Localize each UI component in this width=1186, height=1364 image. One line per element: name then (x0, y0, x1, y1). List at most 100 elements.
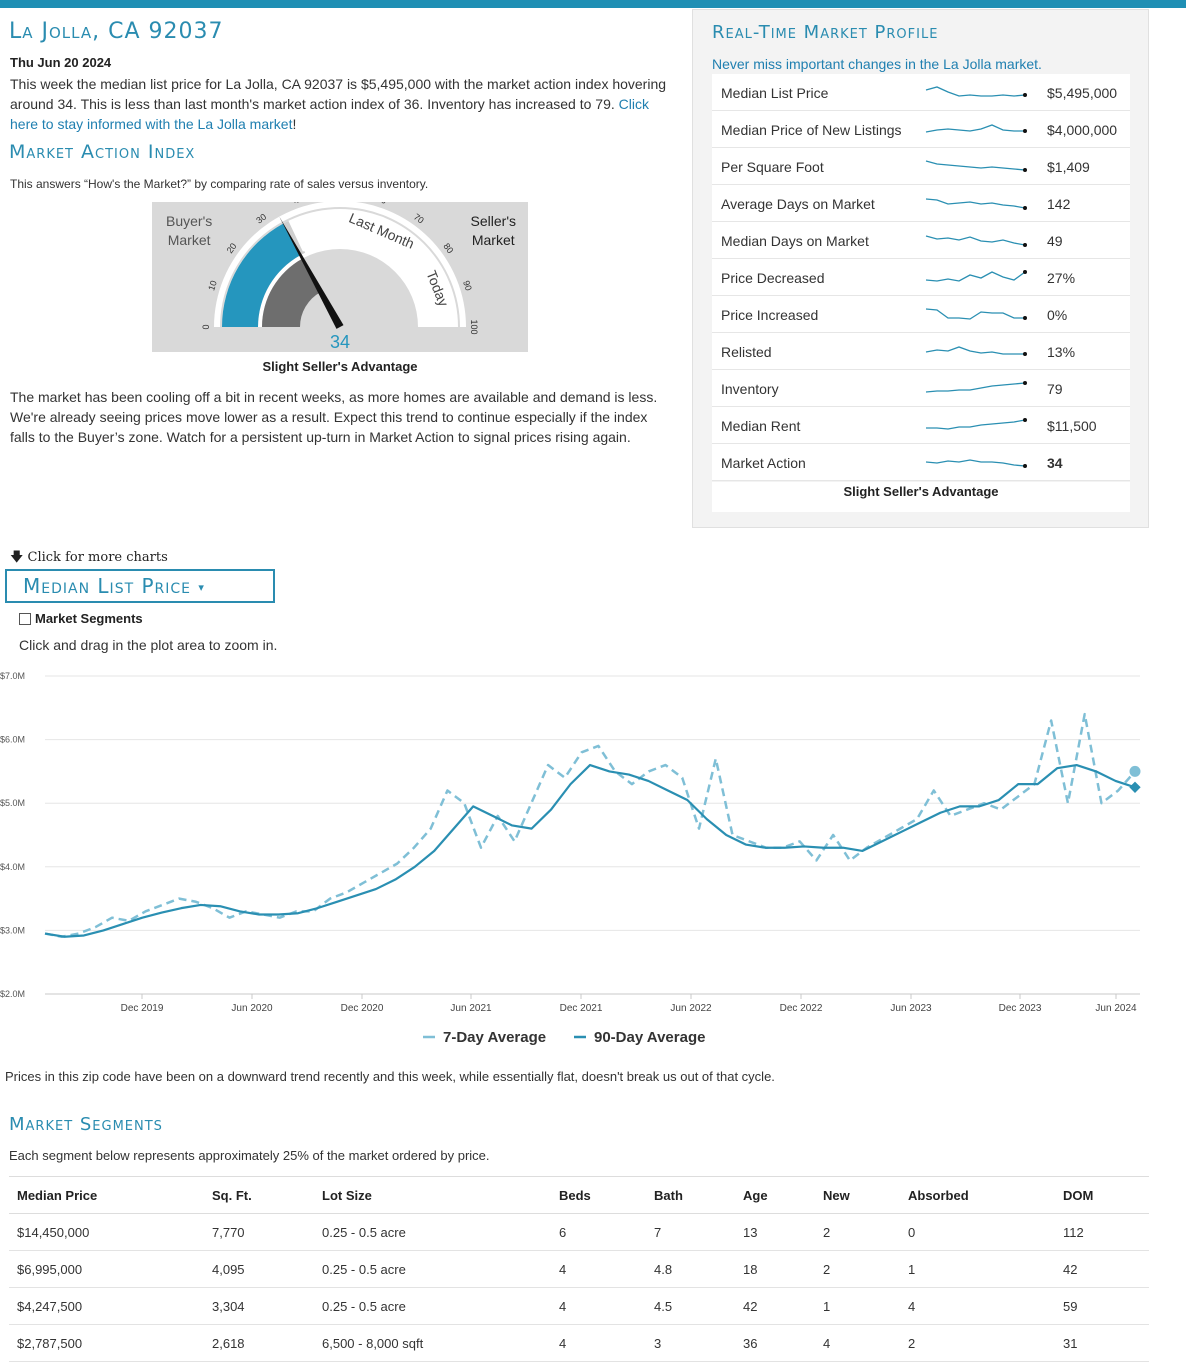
table-cell: 0 (900, 1213, 1055, 1251)
gauge-needle (279, 216, 344, 329)
market-segments-label: Market Segments (35, 611, 143, 626)
gauge-tick-label: 80 (441, 241, 455, 255)
caret-down-icon: ▾ (198, 581, 205, 594)
segments-column-header: Lot Size (314, 1176, 551, 1214)
profile-subtitle[interactable]: Never miss important changes in the La J… (712, 56, 1042, 72)
table-cell: 6 (551, 1213, 646, 1251)
profile-row-label: Average Days on Market (721, 196, 875, 212)
chart-select-dropdown[interactable]: Median List Price ▾ (5, 569, 275, 603)
profile-row-label: Price Decreased (721, 270, 825, 286)
table-cell: 0.25 - 0.5 acre (314, 1250, 551, 1288)
chart-x-tick-label: Dec 2021 (560, 1003, 603, 1014)
more-charts-toggle[interactable]: 🡇 Click for more charts (10, 548, 168, 570)
profile-row[interactable]: Market Action 34 (712, 444, 1130, 481)
sparkline-icon (925, 86, 1027, 97)
segments-column-header: New (815, 1176, 900, 1214)
segments-description: Each segment below represents approximat… (9, 1148, 490, 1163)
profile-row[interactable]: Per Square Foot $1,409 (712, 148, 1130, 185)
chart-note: Prices in this zip code have been on a d… (5, 1069, 775, 1084)
gauge-tick-label: 10 (206, 279, 219, 292)
table-cell: 4 (551, 1250, 646, 1288)
chart-y-tick-label: $6.0M (0, 735, 25, 745)
table-cell: 4 (900, 1287, 1055, 1325)
gauge-last-month-marker (288, 219, 306, 252)
table-cell: $2,787,500 (9, 1324, 204, 1362)
series-90-day-endpoint[interactable] (1129, 781, 1141, 793)
gauge-caption: Slight Seller's Advantage (262, 359, 418, 374)
series-7-day-line (44, 712, 1136, 939)
sparkline-icon (925, 124, 1027, 133)
chart-x-tick-label: Dec 2019 (121, 1003, 164, 1014)
profile-row-value: $1,409 (1047, 159, 1090, 175)
profile-row[interactable]: Median Price of New Listings $4,000,000 (712, 111, 1130, 148)
profile-row-value: 0% (1047, 307, 1068, 323)
summary-text: This week the median list price for La J… (10, 76, 667, 112)
segments-table: Median Price Sq. Ft. Lot Size Beds Bath Age Ne… (9, 1176, 1149, 1362)
profile-table: Median List Price $5,495,000 Median Price … (712, 74, 1130, 481)
segments-column-header: Median Price (9, 1176, 204, 1214)
gauge-tick-label: 100 (469, 319, 479, 334)
market-profile-panel: Real-Time Market Profile Never miss impo… (692, 9, 1149, 528)
legend-item[interactable]: 7-Day Average (443, 1029, 546, 1046)
sparkline-icon (925, 346, 1027, 356)
profile-row[interactable]: Average Days on Market 142 (712, 185, 1130, 222)
market-action-gauge: 0102030405060708090100Last MonthToday34 … (152, 202, 528, 352)
profile-row-label: Market Action (721, 455, 806, 471)
market-outlook: The market has been cooling off a bit in… (10, 389, 658, 445)
sparkline-icon (925, 235, 1027, 247)
gauge-tick-label: 30 (254, 212, 268, 226)
profile-row[interactable]: Median List Price $5,495,000 (712, 74, 1130, 111)
segments-column-header: Beds (551, 1176, 646, 1214)
table-cell: 2 (815, 1250, 900, 1288)
checkbox-box[interactable] (19, 612, 31, 625)
profile-row[interactable]: Price Decreased 27% (712, 259, 1130, 296)
table-cell: 2 (900, 1324, 1055, 1362)
profile-row-label: Inventory (721, 381, 779, 397)
buyers-market-label: Buyer's Market (166, 212, 212, 250)
median-list-price-chart[interactable]: $7.0M $6.0M $5.0M $4.0M $3.0M $2.0M Dec 2019 Ju… (0, 665, 1186, 1055)
table-cell: 42 (1055, 1250, 1149, 1288)
legend-item[interactable]: 90-Day Average (594, 1029, 705, 1046)
profile-row-label: Relisted (721, 344, 772, 360)
profile-row[interactable]: Median Days on Market 49 (712, 222, 1130, 259)
market-segments-checkbox[interactable]: Market Segments (19, 611, 143, 626)
profile-row-value: 34 (1047, 455, 1063, 471)
buyers-label-line1: Buyer's (166, 213, 213, 229)
chart-x-tick-label: Jun 2023 (890, 1003, 932, 1014)
segments-body: $14,450,000 7,770 0.25 - 0.5 acre 6 7 13 2 0 112… (9, 1213, 1149, 1362)
segments-column-header: Absorbed (900, 1176, 1055, 1214)
sparkline-icon (925, 270, 1027, 282)
gauge-inner-band (262, 258, 321, 327)
stay-informed-link[interactable]: Click here to stay informed with the La … (10, 96, 649, 132)
profile-row-label: Median Rent (721, 418, 801, 434)
segments-column-header: DOM (1055, 1176, 1149, 1214)
table-cell: 59 (1055, 1287, 1149, 1325)
table-row: $6,995,000 4,095 0.25 - 0.5 acre 4 4.8 18 2 1 42 (9, 1250, 1149, 1288)
profile-row-label: Price Increased (721, 307, 819, 323)
table-cell: 0.25 - 0.5 acre (314, 1213, 551, 1251)
series-7-day-endpoint[interactable] (1129, 765, 1141, 777)
table-cell: 112 (1055, 1213, 1149, 1251)
chart-x-tick-label: Jun 2024 (1095, 1003, 1137, 1014)
gauge-today-band (222, 223, 301, 327)
top-accent-bar (0, 0, 1186, 8)
sparkline-icon (926, 418, 1027, 430)
table-cell: 3 (646, 1324, 735, 1362)
table-cell: 1 (815, 1287, 900, 1325)
profile-row[interactable]: Price Increased 0% (712, 296, 1130, 333)
chart-y-tick-label: $2.0M (0, 989, 25, 999)
table-cell: 4 (815, 1324, 900, 1362)
table-cell: $14,450,000 (9, 1213, 204, 1251)
sellers-label-line2: Market (471, 232, 515, 248)
table-cell: 1 (900, 1250, 1055, 1288)
table-cell: 4,095 (204, 1250, 314, 1288)
sparkline-icon (925, 160, 1027, 172)
profile-heading: Real-Time Market Profile (712, 22, 939, 43)
report-date: Thu Jun 20 2024 (10, 55, 112, 70)
table-cell: 4 (551, 1287, 646, 1325)
profile-row[interactable]: Relisted 13% (712, 333, 1130, 370)
profile-row[interactable]: Median Rent $11,500 (712, 407, 1130, 444)
profile-row[interactable]: Inventory 79 (712, 370, 1130, 407)
sparkline-icon (925, 198, 1027, 210)
